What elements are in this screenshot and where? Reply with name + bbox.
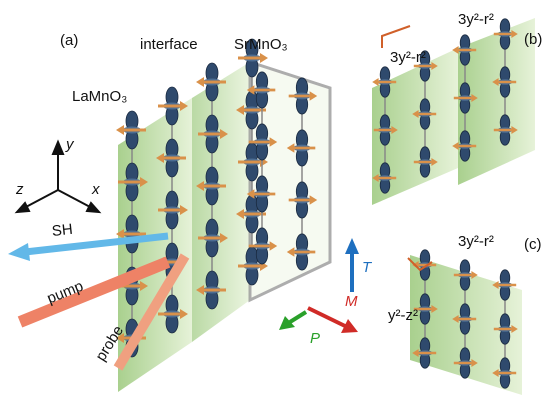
vector-label: T (362, 259, 373, 276)
vector-label: P (310, 330, 320, 347)
m-vector (308, 308, 345, 326)
label: interface (140, 36, 198, 53)
panel-label: (c) (524, 236, 542, 253)
spin (260, 53, 268, 63)
pointer (382, 26, 410, 48)
label: 3y²-r² (458, 11, 494, 28)
spin (196, 77, 204, 87)
spin (372, 78, 378, 86)
axis-label: y (65, 136, 75, 153)
p-vector (290, 312, 306, 322)
axes (17, 142, 99, 212)
axis-label: z (15, 181, 24, 198)
label: 3y²-r² (458, 233, 494, 250)
label: y²-z² (388, 307, 418, 324)
spin (116, 125, 124, 135)
sh-beam (8, 243, 30, 261)
label: LaMnO₃ (72, 88, 127, 105)
vector-label: M (345, 293, 358, 310)
label: SrMnO₃ (234, 36, 288, 53)
panel-label: (b) (524, 31, 542, 48)
axis-label: x (91, 181, 100, 198)
t-vector (345, 238, 359, 254)
figure: (a) interface SrMnO₃ LaMnO₃ y z x SH pum… (0, 0, 552, 407)
label: 3y²-r² (390, 49, 426, 66)
beam-label: SH (51, 221, 74, 240)
plane (192, 62, 250, 342)
panel-label: (a) (60, 32, 78, 49)
